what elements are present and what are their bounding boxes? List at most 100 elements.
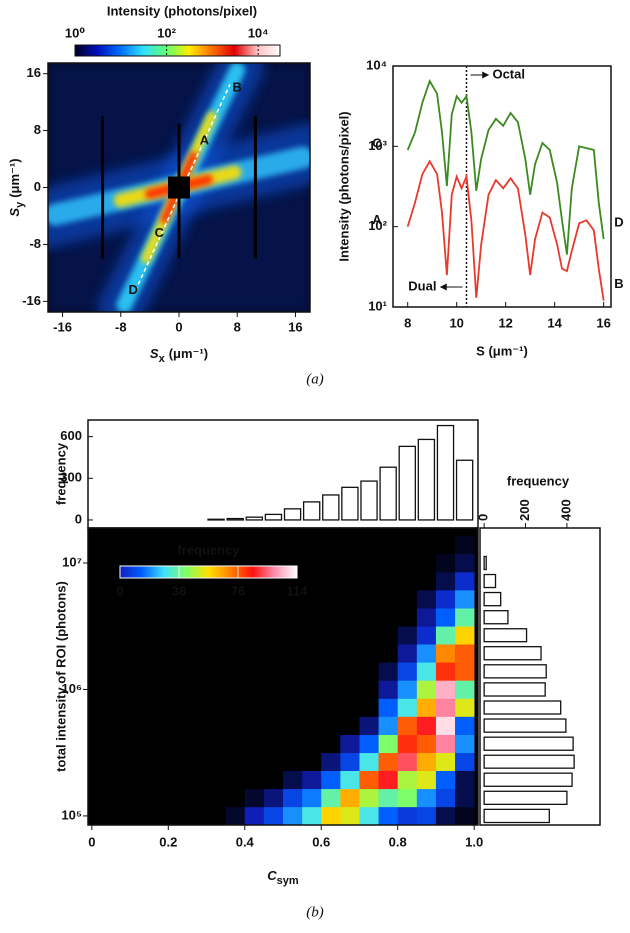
heatmap-cell [455, 644, 475, 663]
bar [360, 480, 378, 521]
heatmap-cell [359, 752, 379, 771]
heatmap-cell [397, 608, 418, 627]
heatmap-cell [91, 716, 112, 735]
colorbar-tick-label: 76 [231, 583, 245, 598]
colorbar-tick-label: 0 [116, 583, 123, 598]
plot-area [483, 555, 575, 824]
heatmap-cell [244, 734, 265, 754]
heatmap-cell [455, 698, 475, 717]
heatmap-cell [263, 680, 284, 699]
bar [483, 718, 567, 733]
heatmap-cell [206, 806, 226, 825]
heatmap-cell [263, 752, 284, 771]
heatmap-cell [321, 788, 341, 808]
x-tick-label: 1.0 [465, 834, 483, 849]
series-label: A [372, 212, 382, 227]
point-label: C [155, 225, 165, 240]
heatmap-cell [302, 788, 322, 808]
heatmap-cell [302, 752, 322, 771]
x-tick-label: 0.2 [159, 834, 177, 849]
heatmap-cell [416, 553, 437, 573]
heatmap-cell [149, 535, 169, 555]
heatmap-cell [263, 644, 284, 663]
y-tick-label: 0 [75, 511, 82, 526]
heatmap-cell [359, 644, 379, 663]
heatmap-cell [149, 608, 169, 627]
heatmap-cell [168, 680, 188, 699]
plot-frame [479, 527, 601, 826]
heatmap-cell [206, 608, 226, 627]
heatmap-cell [110, 806, 131, 825]
heatmap-cell [149, 716, 169, 735]
beam-stop [168, 176, 190, 199]
heatmap-cell [263, 535, 284, 555]
heatmap-cell [416, 644, 437, 663]
heatmap-cell [435, 572, 456, 591]
heatmap-cell [435, 662, 456, 681]
bar [483, 808, 550, 824]
heatmap-cell [206, 716, 226, 735]
heatmap-cell [91, 770, 112, 790]
y-tick-label: -8 [29, 236, 41, 251]
bar [226, 517, 244, 521]
heatmap-cell [340, 662, 360, 681]
heatmap-cell [378, 535, 399, 555]
heatmap-cell [283, 698, 303, 717]
heatmap-cell [302, 716, 322, 735]
x-tick-label: 0 [476, 514, 491, 521]
heatmap-cell [302, 662, 322, 681]
heatmap-cell [283, 806, 303, 825]
point-label: A [200, 133, 210, 148]
heatmap-cell [455, 590, 475, 609]
heatmap-cell [397, 752, 418, 771]
heatmap-cell [168, 734, 188, 754]
heatmap-cell [225, 770, 246, 790]
heatmap-cell [206, 644, 226, 663]
heatmap-cell [302, 572, 322, 591]
bar [417, 438, 436, 521]
heatmap-cell [435, 752, 456, 771]
heatmap-cell [455, 662, 475, 681]
heatmap-cell [283, 734, 303, 754]
y-tick-label: 10¹ [368, 298, 387, 313]
label-unit: (μm⁻¹) [7, 158, 22, 197]
colorbar [74, 44, 281, 57]
heatmap-cell [130, 806, 150, 825]
heatmap-cell [378, 662, 399, 681]
y-tick-label: 10³ [368, 138, 387, 153]
label-symbol: C [267, 868, 277, 883]
heatmap-cell [378, 608, 399, 627]
heatmap-cell [244, 662, 265, 681]
heatmap-cell [130, 590, 150, 609]
heatmap-cell [416, 590, 437, 609]
heatmap-cell [359, 662, 379, 681]
heatmap-cell [91, 806, 112, 825]
heatmap-cell [378, 698, 399, 717]
heatmap-cell [435, 626, 456, 645]
heatmap-cell [91, 734, 112, 754]
y-tick-label: 600 [60, 428, 82, 443]
heatmap-cell [359, 806, 379, 825]
label-unit: (μm⁻¹) [169, 346, 208, 361]
heatmap-cell [225, 608, 246, 627]
heatmap-cell [187, 535, 207, 555]
heatmap-cell [397, 806, 418, 825]
heatmap-cell [455, 806, 475, 825]
heatmap-cell [168, 535, 188, 555]
colorbar-tick-label: 114 [287, 583, 309, 598]
heatmap-cell [321, 806, 341, 825]
colorbar-title: Intensity (photons/pixel) [107, 3, 257, 18]
heatmap-cell [149, 734, 169, 754]
y-axis-label: frequency [53, 442, 68, 505]
heatmap-cell [225, 734, 246, 754]
heatmap-cell [187, 590, 207, 609]
heatmap-cell [110, 752, 131, 771]
heatmap-cell [302, 626, 322, 645]
heatmap-cell [244, 626, 265, 645]
heatmap-cell [302, 608, 322, 627]
heatmap-cell [416, 806, 437, 825]
bar [379, 466, 397, 521]
heatmap-cell [149, 662, 169, 681]
heatmap-cell [359, 590, 379, 609]
x-tick-label: 8 [234, 319, 241, 334]
